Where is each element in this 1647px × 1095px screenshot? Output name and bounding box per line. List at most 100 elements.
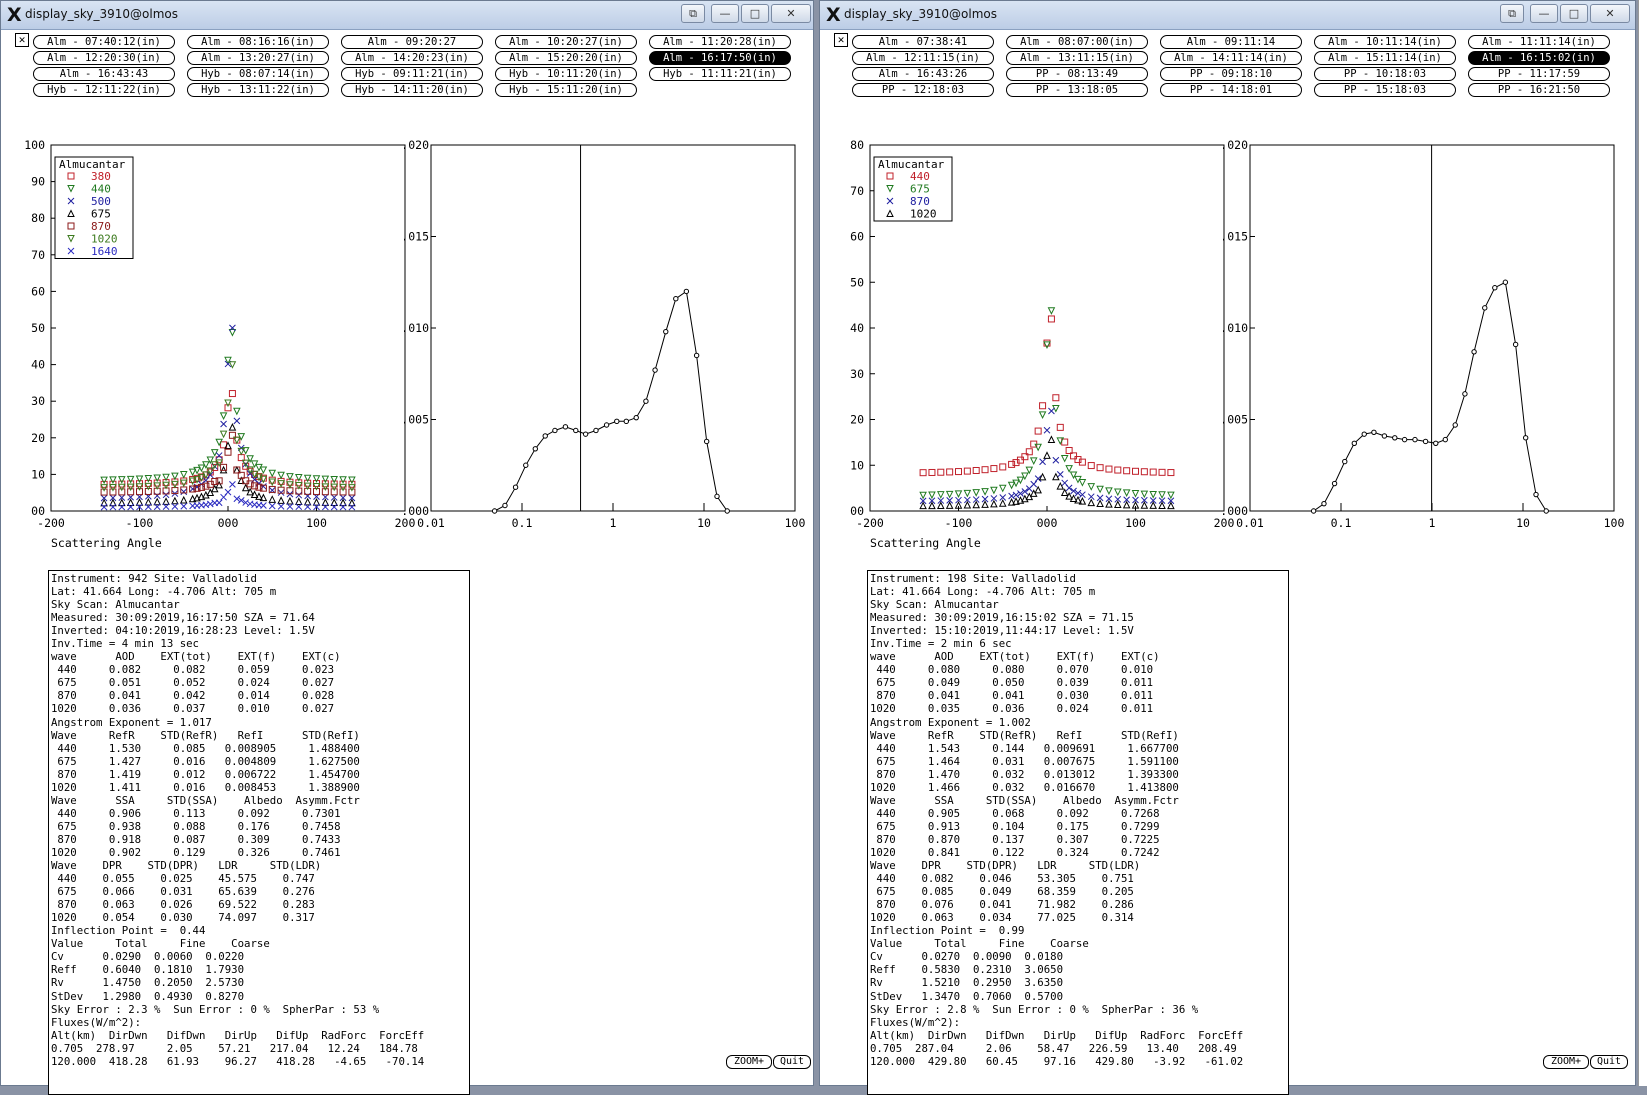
y-tick-label: 0.015 xyxy=(1220,230,1248,244)
scan-tab[interactable]: Alm - 14:20:23(in) xyxy=(341,51,483,65)
client-area: ✕ Alm - 07:38:41 Alm - 08:07:00(in) Alm - … xyxy=(824,31,1631,1095)
data-point xyxy=(1052,472,1060,481)
minimize-button[interactable]: — xyxy=(1530,4,1558,23)
scan-tab[interactable]: Hyb - 11:11:21(in) xyxy=(649,67,791,81)
scan-tab[interactable]: PP - 09:18:10 xyxy=(1160,67,1302,81)
scan-tab[interactable]: Alm - 09:20:27 xyxy=(341,35,483,49)
data-point xyxy=(228,423,237,431)
data-point xyxy=(1070,452,1078,460)
data-point xyxy=(206,500,214,508)
scan-tab[interactable]: Alm - 16:43:43 xyxy=(33,67,175,81)
scan-tab[interactable]: Hyb - 10:11:20(in) xyxy=(495,67,637,81)
scan-tab[interactable]: PP - 08:13:49 xyxy=(1006,67,1148,81)
scan-tab[interactable]: Alm - 10:20:27(in) xyxy=(495,35,637,49)
data-point xyxy=(999,494,1007,501)
scan-tab[interactable]: Alm - 15:20:20(in) xyxy=(495,51,637,65)
data-point xyxy=(303,497,312,506)
data-point xyxy=(312,483,321,491)
scan-tab[interactable]: Alm - 09:11:14 xyxy=(1160,35,1302,49)
data-point xyxy=(1034,443,1042,452)
legend-box xyxy=(873,156,953,222)
panel-close-icon[interactable]: ✕ xyxy=(834,33,848,47)
scan-tab[interactable]: Alm - 13:20:27(in) xyxy=(187,51,329,65)
plot-frame xyxy=(430,144,796,512)
data-point xyxy=(162,481,170,490)
scan-tab[interactable]: PP - 15:18:03 xyxy=(1314,83,1456,97)
data-point xyxy=(193,466,201,475)
data-point xyxy=(127,493,135,501)
restore-button[interactable]: ⧉ xyxy=(681,4,705,23)
data-point xyxy=(1140,468,1148,476)
data-point xyxy=(1017,490,1024,497)
zoom-button[interactable]: ZOOM+ xyxy=(1543,1055,1589,1069)
data-point xyxy=(1047,315,1055,323)
scan-tab[interactable]: Alm - 08:16:16(in) xyxy=(187,35,329,49)
data-point xyxy=(206,456,215,465)
data-point xyxy=(127,503,135,511)
scan-tab[interactable]: Alm - 13:11:15(in) xyxy=(1006,51,1148,65)
close-button[interactable]: ✕ xyxy=(1590,4,1630,23)
retrieval-info-panel: Instrument: 942 Site: Valladolid Lat: 41… xyxy=(48,570,470,1095)
data-point xyxy=(233,466,241,474)
maximize-button[interactable]: □ xyxy=(1560,4,1588,23)
x-tick-label: -100 xyxy=(945,516,973,530)
data-point xyxy=(1149,497,1157,504)
data-point xyxy=(1471,349,1477,355)
data-point xyxy=(215,452,223,459)
data-point xyxy=(348,503,356,511)
zoom-button[interactable]: ZOOM+ xyxy=(726,1055,772,1069)
scan-tab[interactable]: PP - 10:18:03 xyxy=(1314,67,1456,81)
scan-tab[interactable]: Hyb - 14:11:20(in) xyxy=(341,83,483,97)
x-axis-label: Scattering Angle xyxy=(51,536,162,550)
data-point xyxy=(144,497,153,506)
scan-tab[interactable]: PP - 14:18:01 xyxy=(1160,83,1302,97)
scan-tab[interactable]: Hyb - 12:11:22(in) xyxy=(33,83,175,97)
data-point xyxy=(919,501,927,510)
scan-tab[interactable]: Hyb - 08:07:14(in) xyxy=(187,67,329,81)
data-point xyxy=(1381,433,1388,439)
scan-tab[interactable]: Alm - 07:38:41 xyxy=(852,35,994,49)
scan-tab[interactable]: PP - 11:17:59 xyxy=(1468,67,1610,81)
scan-tab[interactable]: Alm - 10:11:14(in) xyxy=(1314,35,1456,49)
scan-tab[interactable]: PP - 16:21:50 xyxy=(1468,83,1610,97)
close-button[interactable]: ✕ xyxy=(771,4,811,23)
panel-close-icon[interactable]: ✕ xyxy=(15,33,29,47)
scan-tab[interactable]: Hyb - 15:11:20(in) xyxy=(495,83,637,97)
y-tick-label: 60 xyxy=(31,284,45,298)
scan-tab[interactable]: Alm - 14:11:14(in) xyxy=(1160,51,1302,65)
data-point xyxy=(1087,462,1095,470)
scan-tab[interactable]: Alm - 11:11:14(in) xyxy=(1468,35,1610,49)
data-point xyxy=(348,494,356,502)
scan-tab[interactable]: Hyb - 13:11:22(in) xyxy=(187,83,329,97)
data-point xyxy=(202,482,210,490)
minimize-button[interactable]: — xyxy=(711,4,739,23)
scan-tab[interactable]: Hyb - 09:11:21(in) xyxy=(341,67,483,81)
data-point xyxy=(215,499,223,507)
quit-button[interactable]: Quit xyxy=(773,1055,811,1069)
scan-tab[interactable]: Alm - 15:11:14(in) xyxy=(1314,51,1456,65)
retrieval-info-panel: Instrument: 198 Site: Valladolid Lat: 41… xyxy=(867,570,1289,1095)
data-point xyxy=(67,247,75,255)
y-tick-label: 0.005 xyxy=(1220,413,1248,427)
scan-tab[interactable]: Alm - 12:11:15(in) xyxy=(852,51,994,65)
scan-tab[interactable]: PP - 12:18:03 xyxy=(852,83,994,97)
data-point xyxy=(339,498,347,507)
restore-button[interactable]: ⧉ xyxy=(1500,4,1524,23)
data-point xyxy=(313,503,320,511)
scan-tab[interactable]: Alm - 16:15:02(in) xyxy=(1468,51,1610,65)
scan-tab[interactable]: Alm - 11:20:28(in) xyxy=(649,35,791,49)
quit-button[interactable]: Quit xyxy=(1590,1055,1628,1069)
data-point xyxy=(954,490,963,498)
scan-tab[interactable]: PP - 13:18:05 xyxy=(1006,83,1148,97)
title-bar[interactable]: X display_sky_3910@olmos ⧉ — □ ✕ xyxy=(1,1,813,30)
data-point xyxy=(100,488,108,496)
scan-tab[interactable]: Alm - 16:17:50(in) xyxy=(649,51,791,65)
scan-tab[interactable]: Alm - 12:20:30(in) xyxy=(33,51,175,65)
x-tick-label: 0.01 xyxy=(417,516,445,530)
maximize-button[interactable]: □ xyxy=(741,4,769,23)
scan-tab[interactable]: Alm - 07:40:12(in) xyxy=(33,35,175,49)
data-point xyxy=(100,503,108,511)
scan-tab[interactable]: Alm - 16:43:26 xyxy=(852,67,994,81)
title-bar[interactable]: X display_sky_3910@olmos ⧉ — □ ✕ xyxy=(820,1,1635,30)
scan-tab[interactable]: Alm - 08:07:00(in) xyxy=(1006,35,1148,49)
